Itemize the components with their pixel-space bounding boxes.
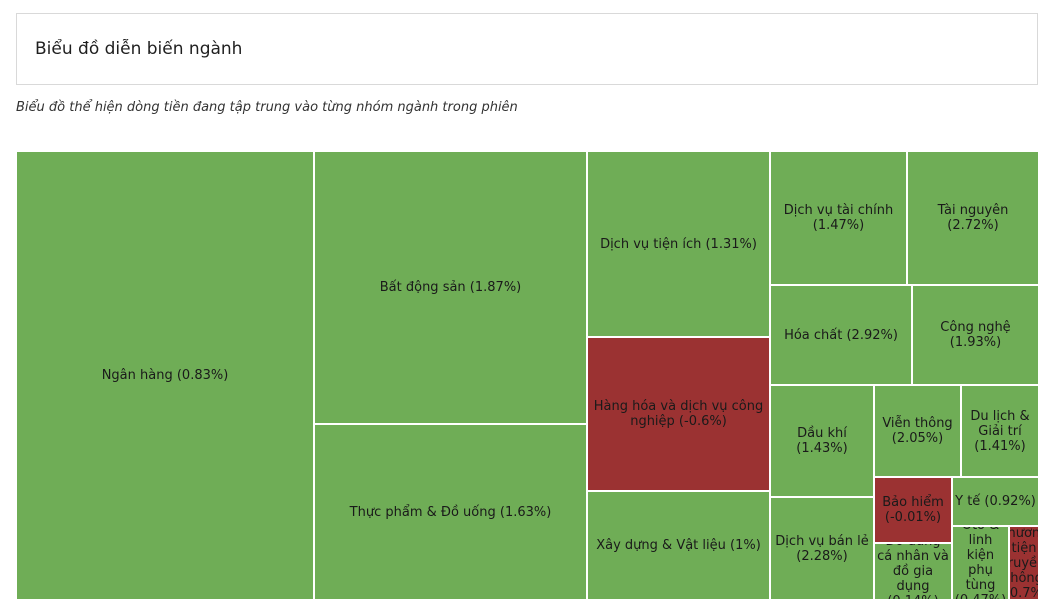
treemap-tile[interactable]: Xây dựng & Vật liệu (1%) [587, 491, 770, 600]
treemap-tile[interactable]: Bảo hiểm (-0.01%) [874, 477, 952, 543]
treemap-tile[interactable]: Ngân hàng (0.83%) [16, 151, 314, 600]
treemap-tile-label: Đồ dùng cá nhân và đồ gia dụng (0.14%) [877, 544, 949, 599]
treemap-tile[interactable]: Dịch vụ bán lẻ (2.28%) [770, 497, 874, 600]
treemap-tile-label: Hóa chất (2.92%) [784, 327, 898, 343]
treemap-tile-label: Tài nguyên (2.72%) [937, 203, 1009, 233]
treemap-tile-label: Ôtô & linh kiện phụ tùng (0.47%) [955, 527, 1006, 599]
treemap-tile[interactable]: Tài nguyên (2.72%) [907, 151, 1039, 285]
treemap-tile-label: Y tế (0.92%) [955, 494, 1036, 509]
treemap-tile[interactable]: Hóa chất (2.92%) [770, 285, 912, 385]
treemap-tile-label: Bảo hiểm (-0.01%) [882, 495, 944, 525]
page-title: Biểu đồ diễn biến ngành [35, 39, 243, 59]
treemap-tile-label: Bất động sản (1.87%) [379, 280, 522, 295]
treemap-tile[interactable]: Dịch vụ tài chính (1.47%) [770, 151, 907, 285]
treemap-tile-label: Thực phẩm & Đồ uống (1.63%) [349, 504, 552, 520]
treemap-tile[interactable]: Du lịch & Giải trí (1.41%) [961, 385, 1039, 477]
chart-subtitle: Biểu đồ thể hiện dòng tiền đang tập trun… [16, 100, 518, 115]
treemap-tile[interactable]: Công nghệ (1.93%) [912, 285, 1039, 385]
treemap-tile-label: Du lịch & Giải trí (1.41%) [970, 408, 1030, 454]
treemap-tile[interactable]: Viễn thông (2.05%) [874, 385, 961, 477]
treemap-tile-label: Ngân hàng (0.83%) [101, 368, 229, 383]
treemap-tile-label: Dịch vụ tài chính (1.47%) [783, 203, 894, 233]
treemap-tile[interactable]: Bất động sản (1.87%) [314, 151, 587, 424]
treemap-tile-label: Dịch vụ bán lẻ (2.28%) [775, 533, 869, 564]
treemap-tile[interactable]: Thực phẩm & Đồ uống (1.63%) [314, 424, 587, 600]
treemap-tile[interactable]: Dịch vụ tiện ích (1.31%) [587, 151, 770, 337]
treemap-tile[interactable]: Hàng hóa và dịch vụ công nghiệp (-0.6%) [587, 337, 770, 491]
treemap-tile[interactable]: Phương tiện truyền thông (-0.7%) [1009, 526, 1039, 600]
chart-header: Biểu đồ diễn biến ngành [16, 13, 1038, 85]
treemap-tile-label: Viễn thông (2.05%) [882, 416, 953, 446]
treemap-tile[interactable]: Dầu khí (1.43%) [770, 385, 874, 497]
treemap-tile-label: Hàng hóa và dịch vụ công nghiệp (-0.6%) [593, 399, 764, 429]
treemap-tile[interactable]: Đồ dùng cá nhân và đồ gia dụng (0.14%) [874, 543, 952, 600]
treemap-tile-label: Công nghệ (1.93%) [940, 320, 1011, 350]
treemap-tile[interactable]: Y tế (0.92%) [952, 477, 1039, 526]
treemap-tile-label: Dầu khí (1.43%) [796, 426, 848, 456]
sector-treemap: Ngân hàng (0.83%) Bất động sản (1.87%) Thự… [16, 151, 1039, 600]
treemap-tile-label: Phương tiện truyền thông (-0.7%) [1009, 526, 1038, 600]
treemap-tile-label: Xây dựng & Vật liệu (1%) [596, 538, 761, 553]
treemap-tile[interactable]: Ôtô & linh kiện phụ tùng (0.47%) [952, 526, 1009, 600]
treemap-tile-label: Dịch vụ tiện ích (1.31%) [600, 236, 757, 252]
